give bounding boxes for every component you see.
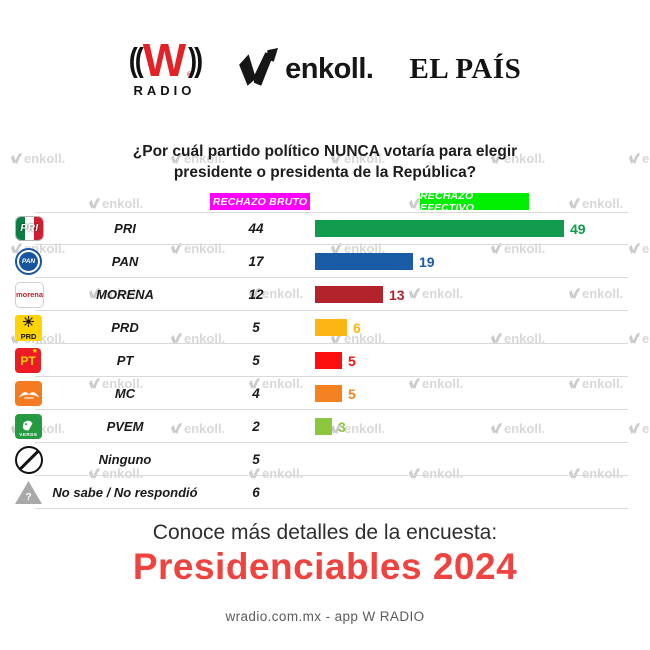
table-row: PT ★ PT 5 5 <box>0 344 650 377</box>
registered-mark: ® <box>186 71 193 79</box>
efectivo-bar <box>315 220 564 237</box>
elpais-logo: EL PAÍS <box>409 52 522 85</box>
morena-logo: morena <box>15 281 44 308</box>
bruto-value: 5 <box>252 353 260 368</box>
party-name: PRD <box>111 320 139 335</box>
results-table: PRI PRI 44 49 PAN PAN 17 19 morena MORENA 12 13 PRD P… <box>0 212 650 509</box>
enkoll-watermark: enkoll. <box>568 196 623 211</box>
party-name: PRI <box>114 221 136 236</box>
enkoll-logo: enkoll. <box>236 48 374 90</box>
efectivo-value: 3 <box>338 418 346 435</box>
table-row: VERDE PVEM 2 3 <box>0 410 650 443</box>
efectivo-value: 6 <box>353 319 361 336</box>
table-row: morena MORENA 12 13 <box>0 278 650 311</box>
bruto-value: 6 <box>252 485 260 500</box>
efectivo-value: 19 <box>419 253 435 270</box>
party-name: PAN <box>111 254 139 269</box>
title-line-2: presidente o presidenta de la República? <box>173 164 477 181</box>
party-name: MORENA <box>96 287 154 302</box>
pt-logo: PT ★ <box>15 348 41 373</box>
wradio-logo: (( W ® )) RADIO <box>128 33 203 99</box>
table-row: PAN PAN 17 19 <box>0 245 650 278</box>
party-name: MC <box>114 386 136 401</box>
efectivo-bar <box>315 352 342 369</box>
radio-waves-right-icon: )) <box>188 41 203 79</box>
wradio-w-letter: W ® <box>142 33 193 86</box>
eagle-icon <box>18 392 39 399</box>
star-icon: ★ <box>31 348 38 355</box>
brand-logos: (( W ® )) RADIO enkoll. EL PAÍS <box>0 28 650 110</box>
table-row: Ninguno 5 <box>0 443 650 476</box>
party-name: PT <box>116 353 134 368</box>
sun-icon <box>23 314 34 332</box>
efectivo-bar <box>315 286 383 303</box>
table-row: PRD PRD 5 6 <box>0 311 650 344</box>
bruto-value: 12 <box>248 287 264 302</box>
party-name: PVEM <box>106 419 144 434</box>
question-triangle-icon: ? <box>15 481 42 504</box>
footer-credit: wradio.com.mx - app W RADIO <box>225 609 425 624</box>
efectivo-value: 13 <box>389 286 405 303</box>
mc-logo <box>15 381 42 406</box>
bruto-value: 2 <box>252 419 260 434</box>
prd-logo: PRD <box>15 314 42 341</box>
enkoll-mark-icon <box>239 48 279 86</box>
efectivo-bar <box>315 253 413 270</box>
column-header-rechazo-bruto: RECHAZO BRUTO <box>210 193 310 210</box>
none-prohibited-icon <box>15 445 43 474</box>
bruto-value: 17 <box>248 254 264 269</box>
efectivo-value: 49 <box>570 220 586 237</box>
title-line-1: ¿Por cuál partido político NUNCA votaría… <box>132 143 518 160</box>
radio-waves-left-icon: (( <box>128 41 144 79</box>
survey-headline: Presidenciables 2024 <box>132 546 518 587</box>
efectivo-bar <box>315 319 347 336</box>
pri-logo: PRI <box>15 216 44 241</box>
efectivo-bar <box>315 418 332 435</box>
party-name: No sabe / No respondió <box>52 485 198 500</box>
efectivo-bar <box>315 385 342 402</box>
bruto-value: 44 <box>248 221 264 236</box>
enkoll-watermark: enkoll. <box>88 196 143 211</box>
bruto-value: 5 <box>252 320 260 335</box>
pvem-logo: VERDE <box>15 414 42 439</box>
enkoll-wordmark: enkoll. <box>285 52 374 85</box>
table-row: PRI PRI 44 49 <box>0 212 650 245</box>
party-name: Ninguno <box>98 452 152 467</box>
efectivo-value: 5 <box>348 385 356 402</box>
column-header-rechazo-efectivo: RECHAZO EFECTIVO <box>420 190 529 214</box>
page-title: ¿Por cuál partido político NUNCA votaría… <box>0 141 650 183</box>
wradio-wordmark: RADIO <box>133 83 196 99</box>
toucan-icon <box>22 420 33 430</box>
footer-prompt: Conoce más detalles de la encuesta: <box>152 521 498 544</box>
table-row: ? No sabe / No respondió 6 <box>0 476 650 509</box>
efectivo-value: 5 <box>348 352 356 369</box>
pan-logo: PAN <box>15 248 42 275</box>
bruto-value: 5 <box>252 452 260 467</box>
table-row: MC 4 5 <box>0 377 650 410</box>
bruto-value: 4 <box>252 386 260 401</box>
